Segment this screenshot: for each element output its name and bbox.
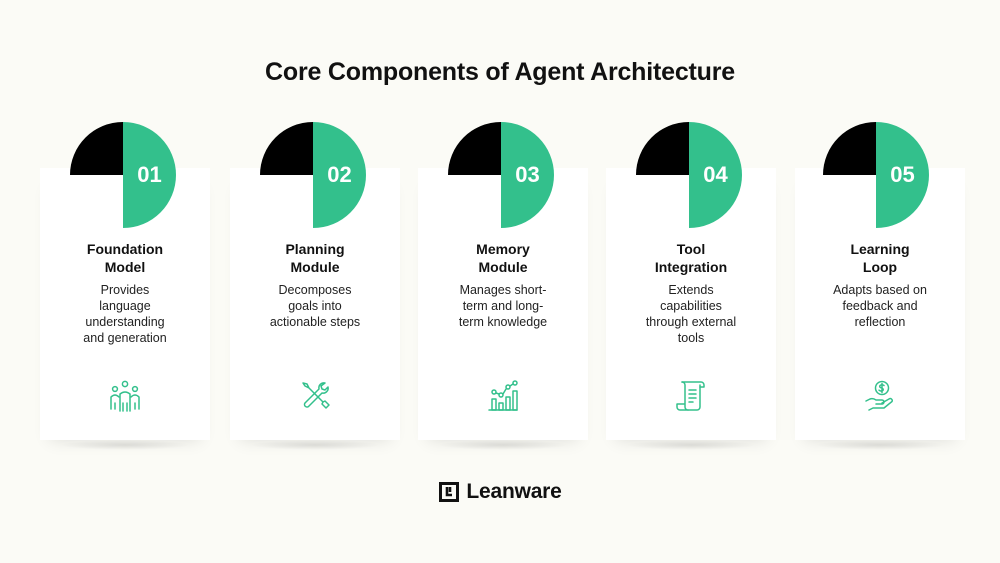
card-title: Learning Loop xyxy=(850,241,910,275)
card-title: Memory Module xyxy=(476,241,530,275)
card-description: Provides language understanding and gene… xyxy=(83,283,167,345)
hand-coin-icon xyxy=(865,380,893,411)
card-title: Foundation Model xyxy=(86,241,164,275)
badge-05: 05 xyxy=(823,122,929,228)
badge-number: 04 xyxy=(703,162,728,187)
footer-brand: Leanware xyxy=(0,480,1000,504)
card-description: Decomposes goals into actionable steps xyxy=(269,283,361,329)
card-description: Adapts based on feedback and reflection xyxy=(833,283,927,329)
badge-number: 01 xyxy=(137,162,162,187)
card-title: Tool Integration xyxy=(654,241,728,275)
tools-icon xyxy=(302,382,330,409)
badge-01: 01 xyxy=(70,122,176,228)
people-network-icon xyxy=(110,380,140,412)
badge-03: 03 xyxy=(448,122,554,228)
card-title: Planning Module xyxy=(285,241,345,275)
badge-number: 03 xyxy=(515,162,540,187)
badge-number: 02 xyxy=(327,162,352,187)
card-description: Extends capabilities through external to… xyxy=(645,283,737,345)
chart-growth-icon xyxy=(488,380,518,411)
card-description: Manages short- term and long- term knowl… xyxy=(458,283,548,329)
badge-number: 05 xyxy=(890,162,915,187)
leanware-logo-icon xyxy=(439,482,460,502)
brand-name: Leanware xyxy=(466,480,562,503)
page-title: Core Components of Agent Architecture xyxy=(265,58,735,86)
badge-04: 04 xyxy=(636,122,742,228)
scroll-document-icon xyxy=(676,381,705,411)
badge-02: 02 xyxy=(260,122,366,228)
